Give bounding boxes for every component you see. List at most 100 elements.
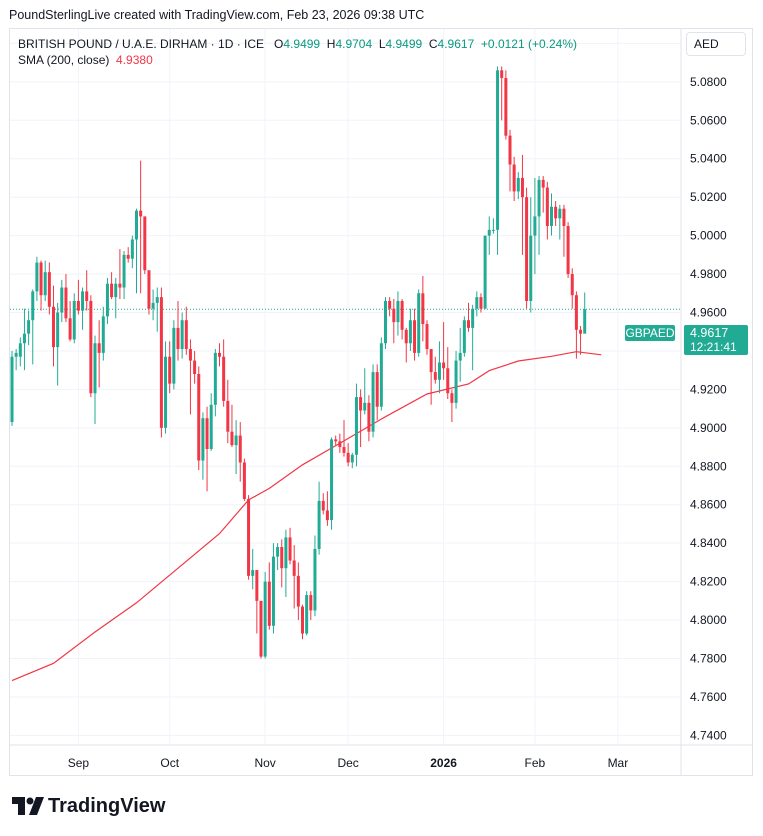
candle[interactable] [93, 335, 97, 425]
candle[interactable] [267, 562, 271, 630]
candle[interactable] [188, 339, 192, 415]
candle[interactable] [242, 458, 246, 501]
candle[interactable] [122, 251, 126, 300]
candle[interactable] [313, 535, 317, 617]
candle[interactable] [321, 493, 325, 515]
candle[interactable] [529, 197, 533, 313]
candle[interactable] [388, 297, 392, 317]
candle[interactable] [209, 393, 213, 451]
candle[interactable] [338, 433, 342, 453]
candle[interactable] [520, 154, 524, 255]
candle[interactable] [545, 181, 549, 240]
candle[interactable] [512, 156, 516, 202]
candle[interactable] [168, 341, 172, 394]
candle[interactable] [197, 366, 201, 471]
candle[interactable] [570, 268, 574, 309]
candle[interactable] [101, 306, 105, 361]
candle[interactable] [280, 539, 284, 588]
candle[interactable] [446, 347, 450, 400]
candle[interactable] [330, 437, 334, 530]
candle[interactable] [475, 291, 479, 317]
candle[interactable] [56, 302, 60, 386]
candle[interactable] [454, 350, 458, 409]
candle[interactable] [400, 299, 404, 340]
candle[interactable] [566, 222, 570, 278]
candle[interactable] [247, 495, 251, 580]
candle[interactable] [491, 218, 495, 234]
candle[interactable] [379, 337, 383, 411]
candle[interactable] [305, 591, 309, 636]
candle[interactable] [325, 491, 329, 526]
candle[interactable] [284, 529, 288, 597]
candle[interactable] [85, 270, 89, 311]
symbol-name[interactable]: BRITISH POUND / U.A.E. DIRHAM · 1D · ICE [18, 37, 265, 51]
candle[interactable] [89, 295, 93, 398]
candle[interactable] [413, 308, 417, 361]
candle[interactable] [226, 379, 230, 444]
candle[interactable] [143, 216, 147, 275]
candle[interactable] [222, 339, 226, 407]
candle[interactable] [114, 277, 118, 319]
candle[interactable] [301, 604, 304, 640]
candle[interactable] [39, 260, 43, 311]
candle[interactable] [35, 256, 39, 301]
candle[interactable] [47, 262, 51, 315]
candle[interactable] [97, 320, 101, 388]
candle[interactable] [574, 291, 578, 359]
candle[interactable] [201, 412, 205, 480]
candle[interactable] [130, 235, 134, 269]
chart-frame[interactable] [9, 28, 753, 776]
candle[interactable] [354, 383, 358, 467]
candle[interactable] [562, 204, 566, 257]
candle[interactable] [392, 299, 396, 344]
candle[interactable] [471, 304, 475, 371]
candle[interactable] [155, 287, 159, 332]
sma-label[interactable]: SMA (200, close) [18, 53, 110, 67]
candle[interactable] [184, 306, 188, 355]
candle[interactable] [450, 389, 454, 423]
candle[interactable] [118, 249, 122, 300]
candle[interactable] [525, 187, 529, 309]
candle[interactable] [213, 349, 217, 417]
candle[interactable] [579, 325, 583, 355]
candle[interactable] [309, 591, 313, 621]
candle[interactable] [425, 320, 429, 355]
candle[interactable] [234, 420, 238, 474]
candle[interactable] [317, 481, 321, 555]
candle[interactable] [346, 443, 350, 467]
candle[interactable] [52, 285, 55, 367]
candle[interactable] [550, 193, 553, 236]
candle[interactable] [251, 548, 255, 590]
candle[interactable] [433, 356, 437, 384]
candle[interactable] [350, 452, 354, 469]
candle[interactable] [292, 545, 296, 609]
candle[interactable] [218, 343, 221, 367]
candle[interactable] [14, 349, 18, 371]
candle[interactable] [126, 247, 130, 263]
candle[interactable] [76, 279, 80, 315]
candle[interactable] [500, 66, 504, 121]
candle[interactable] [467, 302, 470, 332]
candle[interactable] [558, 204, 562, 240]
candle[interactable] [487, 216, 491, 255]
candle[interactable] [31, 289, 35, 365]
candle[interactable] [205, 406, 209, 492]
candle[interactable] [334, 435, 338, 446]
candle[interactable] [68, 300, 72, 342]
candle[interactable] [404, 327, 408, 363]
candle[interactable] [496, 66, 500, 255]
candle[interactable] [288, 527, 292, 565]
candle[interactable] [375, 364, 379, 421]
candle[interactable] [18, 337, 22, 367]
candle[interactable] [541, 176, 545, 213]
candle[interactable] [363, 368, 367, 415]
candle[interactable] [105, 277, 109, 325]
candle[interactable] [180, 312, 184, 359]
candle[interactable] [359, 389, 363, 448]
candle[interactable] [462, 316, 466, 357]
candle[interactable] [64, 274, 68, 323]
candle[interactable] [367, 395, 371, 442]
candle[interactable] [81, 287, 85, 330]
candle[interactable] [43, 260, 47, 301]
